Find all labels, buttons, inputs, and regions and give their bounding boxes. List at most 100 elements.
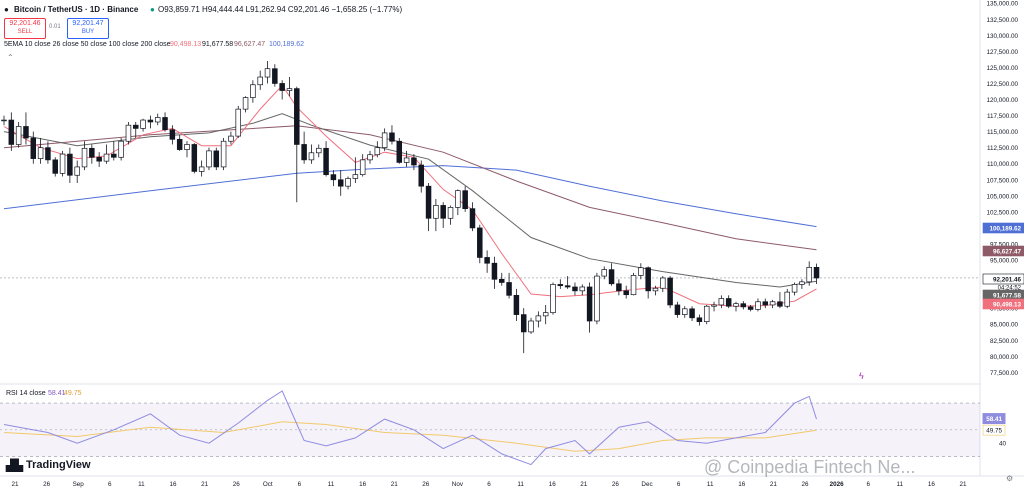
candle-body [381,132,388,149]
candle-body [711,304,717,307]
candle-body [154,117,161,123]
sell-label: SELL [17,29,33,35]
candle-body [660,277,666,289]
candle-body [813,266,820,279]
candle-body [557,284,564,287]
candle-body [213,150,220,168]
x-tick-label: 26 [422,481,430,488]
candle-body [674,304,681,315]
y-tick-label: 117,500.00 [987,113,1019,120]
candle-body [616,283,622,292]
ema-50-value: 96,627.47 [234,41,266,48]
x-tick-label: Sep [73,481,85,488]
y-tick-label: 97,500.00 [990,241,1019,248]
buy-label: BUY [81,29,95,35]
candle-body [96,156,102,162]
candle-body [1,119,7,122]
candle-body [777,301,783,307]
watermark: @ Coinpedia Fintech Ne... [704,457,916,477]
candle-body [418,164,424,187]
candle-body [191,144,198,172]
buy-price: 92,201.47 [72,20,104,27]
x-tick-label: 16 [738,481,746,488]
x-tick-label: 16 [169,481,177,488]
candle-body [411,157,417,166]
x-tick-label: 26 [43,481,51,488]
candle-body [374,147,381,156]
y-tick-label: 107,500.00 [986,177,1018,184]
ema-legend[interactable]: 5EMA 10 close 26 close 50 close 100 clos… [4,41,171,48]
candle-body [147,119,154,123]
candle-body [608,269,615,285]
candle-body [308,152,315,161]
candle-body [484,257,490,264]
candle-body [784,291,790,307]
y-tick-label: 122,500.00 [986,81,1018,88]
x-tick-label: Dec [641,481,652,488]
candle-body [542,312,549,317]
price-tag [982,222,1024,234]
ohlc-values: O93,859.71 H94,444.44 L91,262.94 C92,201… [158,5,403,14]
symbol-icon[interactable]: ● [4,5,9,14]
rsi-ma-legend-value: 49.75 [64,390,82,397]
candle-body [696,317,703,323]
ema-50-line [3,125,817,251]
candle-body [37,147,44,159]
rsi-legend[interactable]: RSI 14 close [6,390,46,397]
candle-body [81,147,88,168]
candle-body [140,119,146,129]
candle-body [469,208,476,229]
candle-body [198,166,205,172]
x-tick-label: 16 [359,481,367,488]
candle-body [477,227,483,258]
sell-button[interactable]: 92,201.46 SELL [4,18,46,39]
candle-body [638,267,644,276]
price-tag [982,298,1024,310]
candle-body [345,178,351,187]
buy-button[interactable]: 92,201.47 BUY [67,18,109,39]
lightning-icon[interactable]: ϟ [859,371,864,381]
settings-icon[interactable]: ⚙ [1006,474,1014,483]
ema-100-value: 100,189.62 [269,41,305,48]
x-tick-label: 21 [959,481,967,488]
tradingview-logo-icon: ▟▙ [6,460,23,472]
y-tick-label: 102,500.00 [986,209,1018,216]
x-tick-label: 26 [233,481,241,488]
x-tick-label: 11 [897,481,904,488]
y-tick-label: 120,000.00 [986,97,1018,104]
price-tag [982,245,1024,257]
candle-body [682,308,688,315]
spread-value: 0.01 [49,24,61,30]
candle-body [769,301,776,306]
candle-body [425,185,432,219]
candle-body [45,147,51,161]
y-tick-label: 125,000.00 [986,65,1018,72]
candle-body [330,174,337,181]
collapse-legend-icon[interactable]: ⌃ [7,53,14,62]
candle-body [359,159,366,175]
y-tick-label: 95,000.00 [990,258,1019,265]
candle-body [528,320,534,333]
x-tick-label: 6 [677,481,681,488]
price-tag-label: 96,627.47 [993,249,1022,256]
candle-body [579,286,586,292]
price-tag-label: 92,201.46 [993,277,1022,284]
x-tick-label: 6 [298,481,302,488]
candle-body [440,205,446,219]
candle-body [389,132,395,142]
sell-price: 92,201.46 [9,20,41,27]
tradingview-logo: TradingView [26,459,91,471]
candle-body [747,306,754,310]
candle-body [118,140,124,158]
countdown-label: 04:24:52 [998,286,1022,292]
candle-body [52,159,58,174]
candle-body [337,179,344,187]
rsi-line [3,390,817,466]
y-tick-label: 82,500.00 [990,338,1019,345]
symbol-title[interactable]: Bitcoin / TetherUS · 1D · Binance [14,5,139,14]
candle-body [535,315,542,322]
price-tag-label: 100,189.62 [989,226,1021,233]
candle-body [8,119,15,145]
